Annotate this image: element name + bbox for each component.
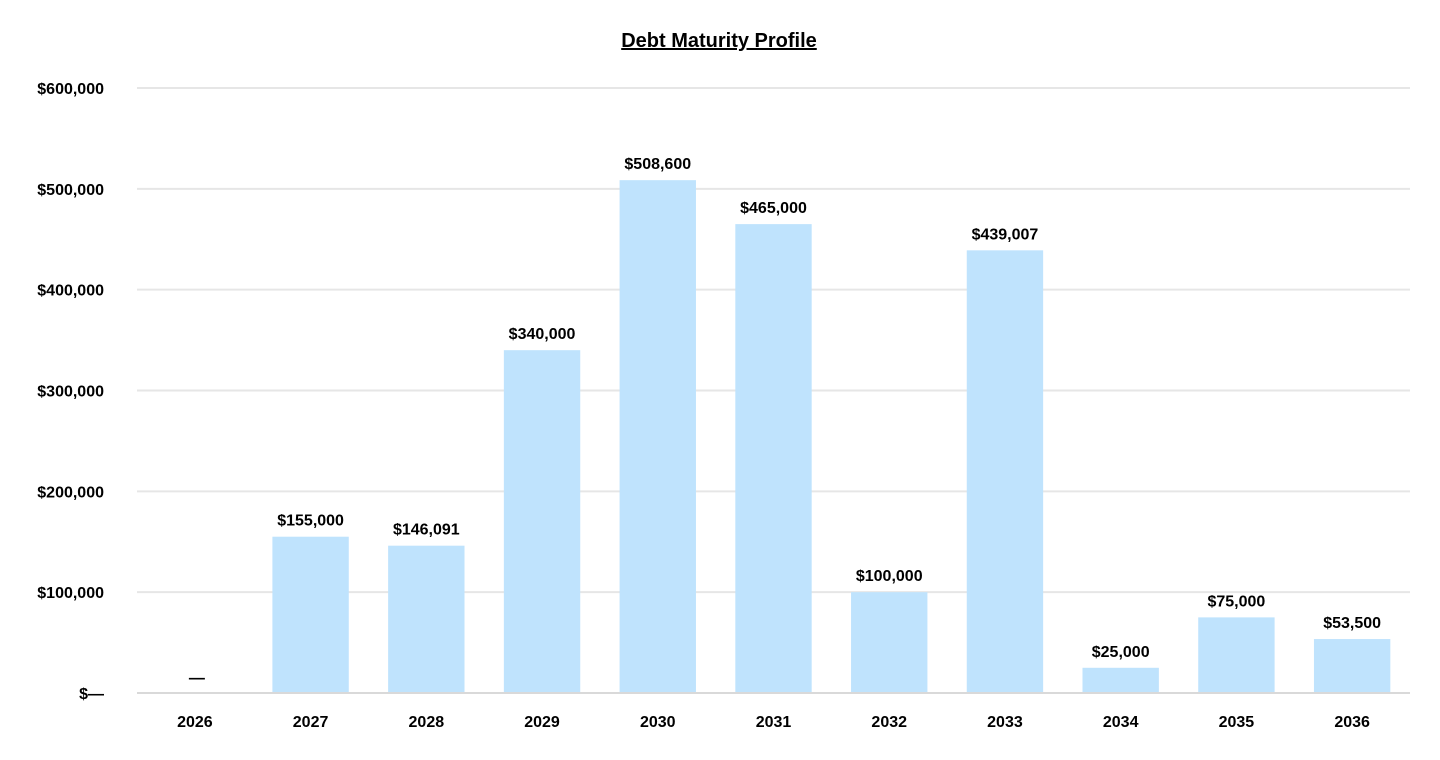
data-label-2031: $465,000 xyxy=(740,200,807,217)
data-label-2026: — xyxy=(189,670,205,687)
y-tick-label: $400,000 xyxy=(37,283,104,300)
x-axis-ticks: 2026 2027 2028 2029 2030 2031 2032 2033 2034 2035… xyxy=(177,714,1370,731)
x-tick-label: 2030 xyxy=(640,714,676,731)
bar-2035 xyxy=(1198,617,1275,692)
bar-2036 xyxy=(1313,639,1391,692)
x-tick-label: 2029 xyxy=(524,714,560,731)
bar-2028 xyxy=(388,545,465,692)
y-tick-label: $500,000 xyxy=(37,182,104,199)
bar-2030 xyxy=(619,180,696,692)
data-label-2029: $340,000 xyxy=(509,326,576,343)
y-axis-ticks: $— $100,000 $200,000 $300,000 $400,000 $500,0… xyxy=(37,81,104,703)
y-tick-label: $100,000 xyxy=(37,585,104,602)
data-label-2027: $155,000 xyxy=(277,513,344,530)
x-tick-label: 2026 xyxy=(177,714,213,731)
x-tick-label: 2036 xyxy=(1334,714,1370,731)
bar-2027 xyxy=(272,536,349,692)
x-tick-label: 2031 xyxy=(756,714,792,731)
x-tick-label: 2032 xyxy=(871,714,907,731)
data-label-2033: $439,007 xyxy=(972,226,1039,243)
x-tick-label: 2027 xyxy=(293,714,329,731)
bars xyxy=(272,180,1391,693)
bar-2029 xyxy=(503,350,581,692)
y-tick-label: $200,000 xyxy=(37,484,104,501)
data-label-2036: $53,500 xyxy=(1323,615,1381,632)
x-tick-label: 2033 xyxy=(987,714,1023,731)
data-label-2035: $75,000 xyxy=(1207,593,1265,610)
chart-title: Debt Maturity Profile xyxy=(621,30,817,52)
bar-2033 xyxy=(966,250,1044,693)
bar-2031 xyxy=(735,224,812,692)
bar-2034 xyxy=(1082,667,1159,692)
x-tick-label: 2028 xyxy=(409,714,445,731)
y-tick-label: $300,000 xyxy=(37,384,104,401)
data-label-2034: $25,000 xyxy=(1092,644,1150,661)
x-tick-label: 2034 xyxy=(1103,714,1139,731)
y-tick-label: $600,000 xyxy=(37,81,104,98)
x-tick-label: 2035 xyxy=(1219,714,1255,731)
data-label-2028: $146,091 xyxy=(393,522,460,539)
data-label-2030: $508,600 xyxy=(624,156,691,173)
data-label-2032: $100,000 xyxy=(856,568,923,585)
y-tick-label: $— xyxy=(79,686,104,703)
bar-2032 xyxy=(851,592,928,692)
data-labels: — $155,000 $146,091 $340,000 $508,600 $465,00… xyxy=(189,156,1381,687)
